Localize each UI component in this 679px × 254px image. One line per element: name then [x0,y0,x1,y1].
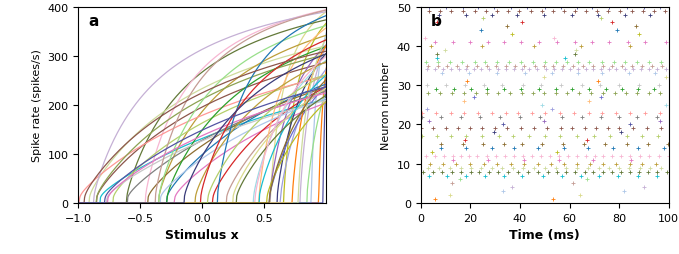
X-axis label: Time (ms): Time (ms) [509,228,580,241]
Y-axis label: Spike rate (spikes/s): Spike rate (spikes/s) [32,49,41,162]
Text: b: b [430,13,441,28]
Text: a: a [88,13,98,28]
Y-axis label: Neuron number: Neuron number [381,62,391,149]
X-axis label: Stimulus x: Stimulus x [165,228,239,241]
